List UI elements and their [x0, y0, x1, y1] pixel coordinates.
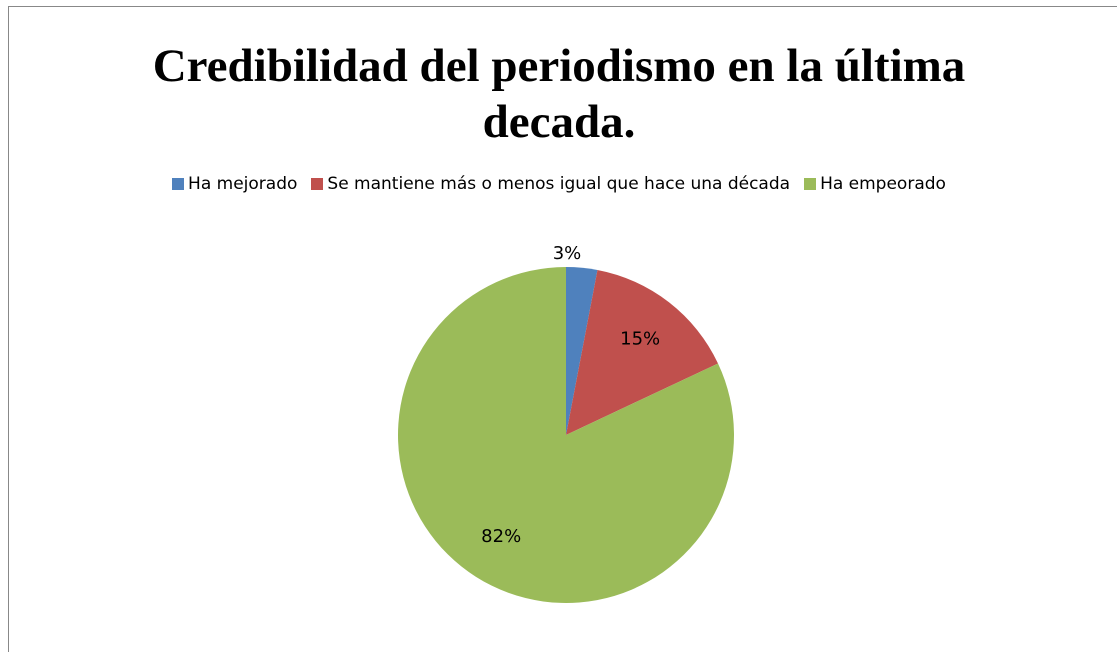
legend-swatch	[172, 178, 185, 190]
legend-swatch	[804, 178, 817, 190]
legend-item: Se mantiene más o menos igual que hace u…	[311, 174, 790, 194]
legend-label: Se mantiene más o menos igual que hace u…	[327, 174, 791, 194]
pie-slice	[566, 267, 598, 435]
chart-title: Credibilidad del periodismo en la última…	[152, 40, 966, 148]
legend-item: Ha mejorado	[172, 174, 297, 194]
data-label: 3%	[553, 243, 582, 264]
pie-slice	[566, 269, 719, 435]
pie-slice	[398, 267, 734, 603]
legend-label: Ha mejorado	[188, 174, 298, 194]
chart-frame	[8, 6, 1117, 652]
legend-swatch	[311, 178, 324, 190]
legend: Ha mejorado Se mantiene más o menos igual…	[0, 174, 1118, 194]
data-label: 82%	[481, 526, 521, 547]
data-label: 15%	[620, 328, 660, 349]
legend-item: Ha empeorado	[804, 174, 946, 194]
legend-label: Ha empeorado	[820, 174, 946, 194]
